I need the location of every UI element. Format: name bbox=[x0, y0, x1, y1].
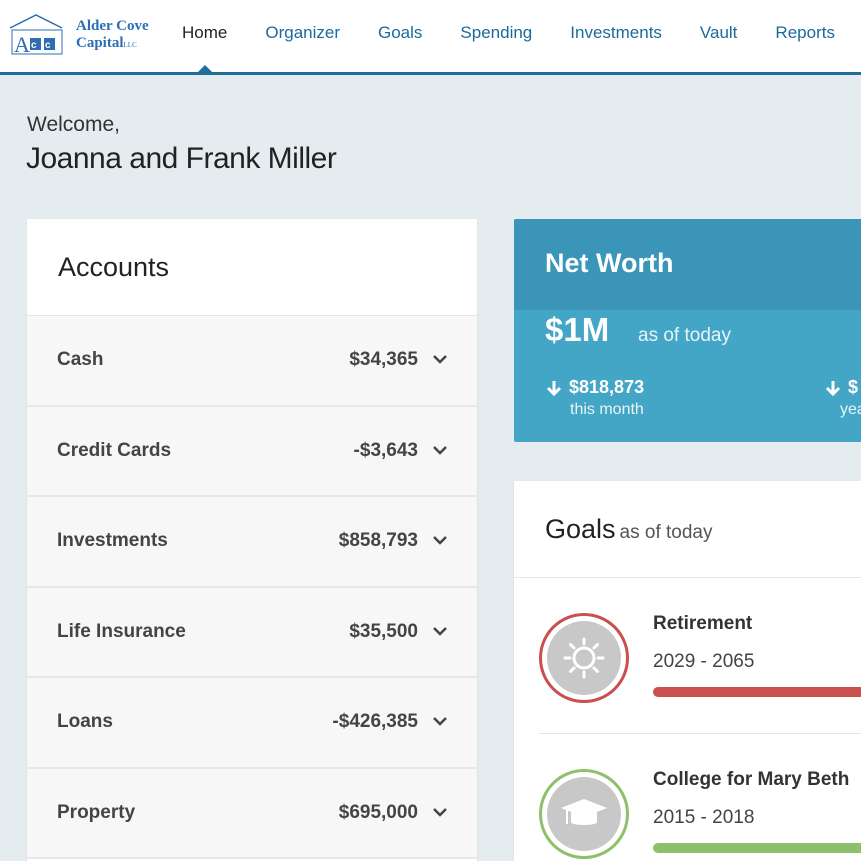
nav-vault[interactable]: Vault bbox=[681, 0, 757, 72]
chevron-down-icon[interactable] bbox=[432, 353, 448, 365]
net-worth-year-change: $ yea bbox=[824, 377, 861, 419]
active-caret-icon bbox=[194, 65, 215, 75]
account-value: -$3,643 bbox=[353, 439, 418, 461]
account-value: $858,793 bbox=[338, 530, 418, 551]
goal-avatar-inner bbox=[547, 777, 621, 851]
goal-avatar bbox=[539, 769, 629, 859]
brand-suffix: LLC bbox=[123, 41, 137, 49]
goals-title: Goals bbox=[545, 514, 616, 544]
net-worth-title: Net Worth bbox=[514, 219, 861, 310]
nav-reports-label: Reports bbox=[775, 23, 835, 42]
account-name: Life Insurance bbox=[57, 620, 186, 642]
chevron-down-icon[interactable] bbox=[432, 806, 448, 818]
client-names: Joanna and Frank Miller bbox=[26, 142, 337, 175]
month-change-label: this month bbox=[570, 401, 644, 418]
nav-organizer[interactable]: Organizer bbox=[246, 0, 359, 72]
nav-spending[interactable]: Spending bbox=[441, 0, 551, 72]
account-row-property[interactable]: Property $695,000 bbox=[27, 768, 477, 859]
goal-item-retirement[interactable]: Retirement 2029 - 2065 bbox=[514, 579, 861, 729]
account-row-credit-cards[interactable]: Credit Cards -$3,643 bbox=[27, 406, 477, 497]
goal-progress-bar bbox=[653, 687, 861, 697]
chevron-down-icon[interactable] bbox=[432, 444, 448, 456]
account-row-cash[interactable]: Cash $34,365 bbox=[27, 316, 477, 407]
account-name: Property bbox=[57, 801, 136, 823]
brand-name-line2: Capital bbox=[76, 35, 124, 51]
graduation-cap-icon bbox=[561, 799, 607, 825]
account-row-life-insurance[interactable]: Life Insurance $35,500 bbox=[27, 587, 477, 678]
account-value: $695,000 bbox=[338, 801, 418, 823]
goal-progress-bar bbox=[653, 843, 861, 853]
account-value: $35,500 bbox=[349, 620, 418, 642]
chevron-down-icon[interactable] bbox=[432, 534, 448, 546]
month-change-amount: $818,873 bbox=[569, 377, 645, 397]
nav-goals-label: Goals bbox=[378, 23, 423, 42]
goal-avatar-inner bbox=[547, 621, 621, 695]
main-nav: Home Organizer Goals Spending Investment… bbox=[163, 0, 854, 75]
goals-card: Goals as of today Retirement 2029 - 2065 bbox=[514, 481, 861, 861]
account-value: $34,365 bbox=[349, 349, 418, 370]
goal-avatar bbox=[539, 613, 629, 703]
svg-text:c: c bbox=[45, 40, 51, 51]
nav-investments-label: Investments bbox=[570, 23, 662, 42]
chevron-down-icon[interactable] bbox=[432, 625, 448, 637]
year-change-amount: $ bbox=[848, 377, 859, 397]
accounts-panel: Accounts Cash $34,365 Credit Cards -$3,6… bbox=[27, 219, 477, 861]
account-value: -$426,385 bbox=[332, 711, 418, 732]
top-navigation-bar: A c c Alder Cove CapitalLLC Home Organiz… bbox=[0, 0, 861, 75]
net-worth-month-change: $818,873 this month bbox=[545, 377, 644, 419]
goal-name: Retirement bbox=[653, 613, 753, 634]
year-change-label: yea bbox=[840, 401, 861, 418]
account-name: Credit Cards bbox=[57, 439, 172, 461]
accounts-title: Accounts bbox=[27, 219, 477, 316]
nav-home[interactable]: Home bbox=[163, 0, 246, 75]
net-worth-as-of: as of today bbox=[638, 325, 731, 346]
svg-text:c: c bbox=[31, 40, 37, 51]
nav-reports[interactable]: Reports bbox=[756, 0, 854, 72]
goal-name: College for Mary Beth bbox=[653, 769, 850, 790]
goal-years: 2029 - 2065 bbox=[653, 651, 755, 672]
net-worth-card[interactable]: Net Worth $1M as of today $818,873 this … bbox=[514, 219, 861, 442]
nav-investments[interactable]: Investments bbox=[551, 0, 681, 72]
nav-spending-label: Spending bbox=[460, 23, 533, 42]
net-worth-value: $1M bbox=[545, 311, 610, 348]
brand-logo[interactable]: A c c Alder Cove CapitalLLC bbox=[8, 12, 158, 58]
nav-vault-label: Vault bbox=[699, 23, 738, 42]
account-name: Loans bbox=[57, 711, 113, 732]
chevron-down-icon[interactable] bbox=[432, 715, 448, 727]
goals-header: Goals as of today bbox=[514, 481, 861, 578]
arrow-down-icon bbox=[825, 380, 841, 396]
goal-divider bbox=[539, 733, 861, 734]
nav-home-label: Home bbox=[182, 23, 228, 42]
account-name: Investments bbox=[57, 530, 168, 551]
account-row-investments[interactable]: Investments $858,793 bbox=[27, 497, 477, 588]
sun-icon bbox=[563, 637, 605, 679]
welcome-greeting: Welcome, bbox=[27, 113, 120, 136]
account-name: Cash bbox=[57, 349, 104, 370]
goal-years: 2015 - 2018 bbox=[653, 807, 755, 828]
brand-name-line1: Alder Cove bbox=[76, 18, 149, 34]
account-row-loans[interactable]: Loans -$426,385 bbox=[27, 678, 477, 769]
arrow-down-icon bbox=[546, 380, 562, 396]
goals-as-of: as of today bbox=[619, 522, 713, 543]
nav-goals[interactable]: Goals bbox=[359, 0, 441, 72]
logo-mark-icon: A c c bbox=[9, 14, 63, 57]
goal-item-college[interactable]: College for Mary Beth 2015 - 2018 bbox=[514, 735, 861, 861]
nav-organizer-label: Organizer bbox=[265, 23, 340, 42]
svg-text:A: A bbox=[14, 32, 30, 57]
